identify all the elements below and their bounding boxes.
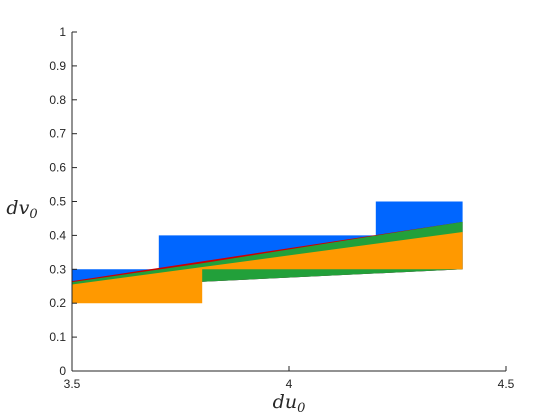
- x-axis-label-main: du: [273, 391, 297, 413]
- y-tick-label: 0.3: [49, 262, 66, 276]
- y-tick-label: 0.9: [49, 59, 66, 73]
- y-tick-label: 1: [59, 25, 66, 39]
- x-tick-label: 4.5: [498, 377, 515, 391]
- y-tick-label: 0.2: [49, 296, 66, 310]
- data-regions: [72, 201, 463, 304]
- y-tick-label: 0.1: [49, 330, 66, 344]
- x-tick-label: 3.5: [64, 377, 81, 391]
- y-ticks: 0 0.1 0.2 0.3 0.4 0.5 0.6 0.7 0.8 0.9 1: [49, 25, 77, 378]
- y-axis-label-sub: 0: [29, 207, 37, 222]
- y-tick-label: 0.5: [49, 195, 66, 209]
- y-tick-label: 0.8: [49, 93, 66, 107]
- region-2: [72, 221, 463, 288]
- y-axis-label: dv0: [6, 197, 37, 222]
- x-axis-label-sub: 0: [297, 401, 305, 416]
- y-axis-label-main: dv: [6, 197, 29, 219]
- y-tick-label: 0: [59, 364, 66, 378]
- y-tick-label: 0.6: [49, 161, 66, 175]
- x-axis-label: du0: [273, 391, 306, 416]
- x-ticks: 3.5 4 4.5: [64, 366, 515, 391]
- y-tick-label: 0.4: [49, 228, 66, 242]
- y-tick-label: 0.7: [49, 127, 66, 141]
- region-3: [72, 232, 463, 304]
- x-tick-label: 4: [286, 377, 293, 391]
